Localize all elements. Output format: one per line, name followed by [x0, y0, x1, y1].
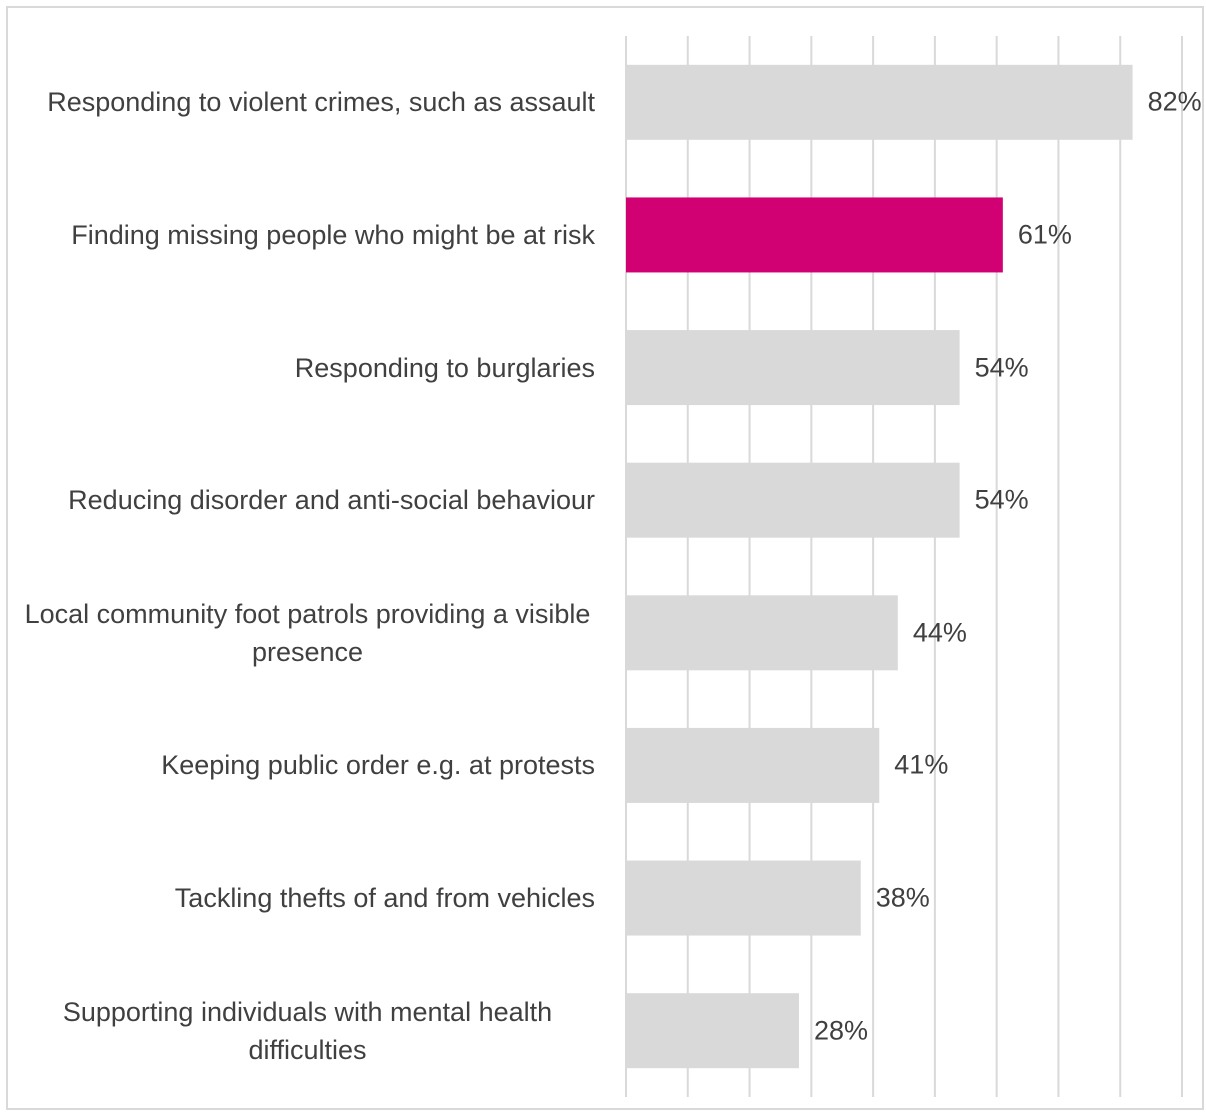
value-label: 41%: [894, 749, 949, 780]
value-label: 44%: [912, 617, 967, 648]
bar: [626, 330, 960, 406]
value-label: 82%: [1147, 86, 1202, 117]
value-label: 54%: [974, 484, 1029, 515]
value-label: 28%: [813, 1015, 869, 1046]
category-label: Responding to violent crimes, such as as…: [47, 87, 595, 118]
category-label: Reducing disorder and anti-social behavi…: [68, 485, 595, 516]
chart-frame: [6, 6, 1204, 1110]
category-label: Keeping public order e.g. at protests: [161, 750, 595, 781]
category-label: Supporting individuals with mental healt…: [62, 996, 553, 1065]
category-label: Tackling thefts of and from vehicles: [174, 883, 595, 914]
value-label: 54%: [974, 352, 1029, 383]
bar: [626, 462, 960, 538]
value-label: 38%: [875, 882, 930, 913]
bar: [626, 860, 861, 936]
bar: [626, 727, 880, 803]
bar: [626, 197, 1003, 273]
category-label: Finding missing people who might be at r…: [71, 219, 595, 250]
category-label: Local community foot patrols providing a…: [24, 598, 591, 667]
value-label: 61%: [1017, 219, 1072, 250]
bar: [626, 595, 898, 671]
bar: [626, 64, 1133, 140]
bar: [626, 993, 799, 1069]
category-label: Responding to burglaries: [294, 352, 595, 383]
